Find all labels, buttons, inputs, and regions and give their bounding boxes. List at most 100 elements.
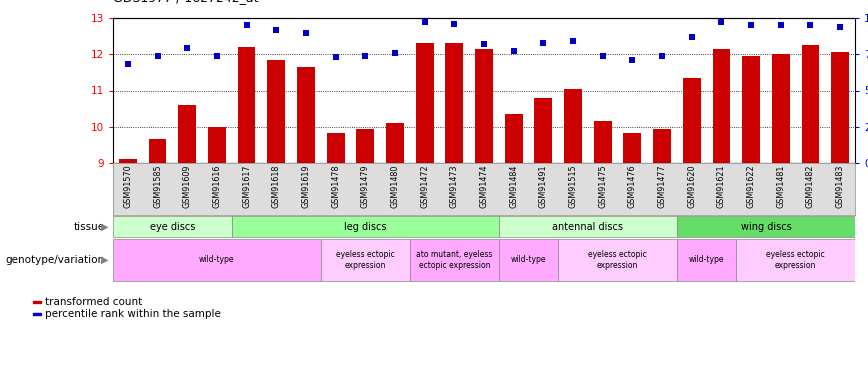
Text: percentile rank within the sample: percentile rank within the sample — [45, 309, 220, 319]
Bar — [564, 89, 582, 163]
Text: GSM91515: GSM91515 — [569, 165, 577, 208]
Text: wing discs: wing discs — [740, 222, 792, 231]
Text: GSM91482: GSM91482 — [806, 165, 815, 208]
Text: GSM91616: GSM91616 — [213, 165, 221, 208]
Bar — [267, 60, 286, 163]
Point — [210, 53, 224, 59]
Bar — [321, 239, 410, 280]
Bar — [505, 114, 523, 163]
Bar — [445, 44, 464, 163]
Point — [507, 48, 521, 54]
Bar — [677, 239, 736, 280]
Point — [418, 20, 431, 26]
Text: GSM91618: GSM91618 — [272, 165, 280, 208]
Point — [358, 53, 372, 59]
Text: eye discs: eye discs — [149, 222, 195, 231]
Bar — [832, 53, 849, 163]
Text: GSM91617: GSM91617 — [242, 165, 251, 208]
Text: wild-type: wild-type — [199, 255, 234, 264]
Bar — [499, 216, 677, 237]
Point — [447, 21, 461, 27]
Text: eyeless ectopic
expression: eyeless ectopic expression — [766, 250, 825, 270]
Text: ato mutant, eyeless
ectopic expression: ato mutant, eyeless ectopic expression — [416, 250, 492, 270]
Point — [774, 22, 788, 28]
Point — [714, 20, 728, 26]
Point — [299, 30, 312, 36]
Text: GSM91473: GSM91473 — [450, 165, 459, 208]
Point — [595, 53, 609, 59]
Text: GSM91621: GSM91621 — [717, 165, 726, 208]
Bar — [357, 129, 374, 163]
Text: GSM91479: GSM91479 — [361, 165, 370, 208]
Point — [566, 38, 580, 44]
Text: GSM91570: GSM91570 — [123, 165, 132, 208]
Bar — [113, 216, 232, 237]
Point — [269, 27, 283, 33]
Text: GSM91619: GSM91619 — [301, 165, 311, 208]
Text: GSM91476: GSM91476 — [628, 165, 637, 208]
Point — [388, 50, 402, 56]
Point — [655, 53, 669, 59]
Bar — [736, 239, 855, 280]
Bar — [238, 47, 255, 163]
Point — [626, 57, 640, 63]
Point — [833, 24, 847, 30]
Point — [150, 53, 164, 59]
Point — [804, 22, 818, 28]
Text: GSM91609: GSM91609 — [182, 165, 192, 208]
Point — [121, 62, 135, 68]
Point — [329, 54, 343, 60]
Text: leg discs: leg discs — [344, 222, 386, 231]
Text: genotype/variation: genotype/variation — [6, 255, 105, 265]
Bar — [178, 105, 196, 163]
Point — [744, 22, 758, 28]
Point — [181, 45, 194, 51]
Bar — [326, 133, 345, 163]
Text: GSM91484: GSM91484 — [510, 165, 518, 208]
Text: antennal discs: antennal discs — [552, 222, 623, 231]
Bar — [683, 78, 700, 163]
Bar — [677, 216, 855, 237]
Text: transformed count: transformed count — [45, 297, 142, 307]
Bar — [742, 56, 760, 163]
Text: GSM91585: GSM91585 — [153, 165, 162, 208]
Bar — [713, 49, 730, 163]
Text: wild-type: wild-type — [510, 255, 546, 264]
Text: GSM91478: GSM91478 — [331, 165, 340, 208]
Bar — [148, 140, 167, 163]
Bar — [475, 49, 493, 163]
Bar — [113, 239, 321, 280]
Bar — [232, 216, 499, 237]
Bar — [654, 129, 671, 163]
Text: ▶: ▶ — [101, 255, 108, 265]
Text: GSM91472: GSM91472 — [420, 165, 429, 208]
Point — [240, 22, 253, 28]
Text: eyeless ectopic
expression: eyeless ectopic expression — [589, 250, 647, 270]
Bar — [558, 239, 677, 280]
Text: wild-type: wild-type — [689, 255, 725, 264]
Bar — [386, 123, 404, 163]
Text: GSM91477: GSM91477 — [658, 165, 667, 208]
Text: tissue: tissue — [74, 222, 105, 231]
Text: GSM91620: GSM91620 — [687, 165, 696, 208]
Bar — [801, 45, 819, 163]
Bar — [535, 98, 552, 163]
Point — [685, 34, 699, 40]
Point — [536, 40, 550, 46]
Bar — [499, 239, 558, 280]
Point — [477, 41, 491, 47]
Bar — [623, 133, 641, 163]
Text: GSM91474: GSM91474 — [479, 165, 489, 208]
Text: GSM91480: GSM91480 — [391, 165, 399, 208]
Bar — [594, 122, 612, 163]
Bar — [416, 44, 433, 163]
Bar — [410, 239, 499, 280]
Text: GDS1977 / 1627242_at: GDS1977 / 1627242_at — [113, 0, 259, 4]
Text: GSM91622: GSM91622 — [746, 165, 756, 208]
Text: GSM91481: GSM91481 — [776, 165, 786, 208]
Text: eyeless ectopic
expression: eyeless ectopic expression — [336, 250, 395, 270]
Text: ▶: ▶ — [101, 222, 108, 231]
Bar — [772, 54, 790, 163]
Bar — [208, 127, 226, 163]
Bar — [297, 67, 315, 163]
